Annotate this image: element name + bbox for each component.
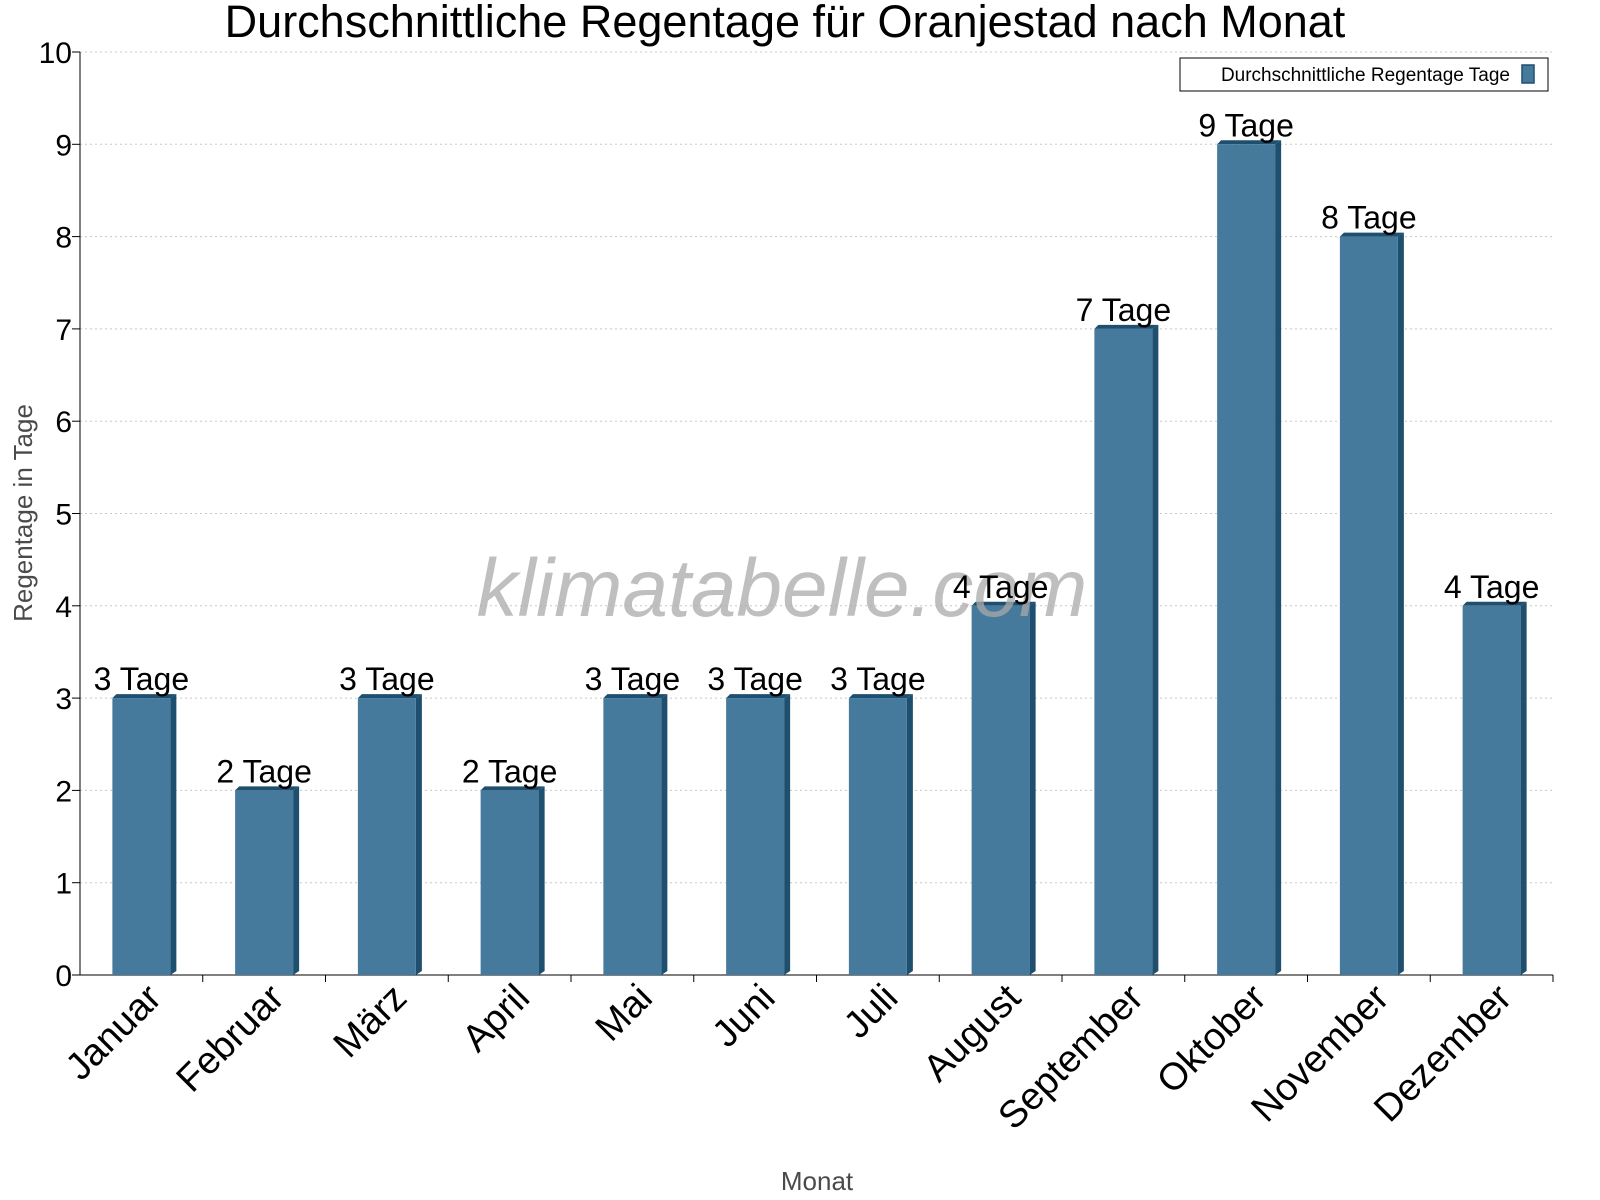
bar-top <box>235 786 300 791</box>
bar-top <box>848 694 913 699</box>
bar-oktober <box>1217 140 1282 976</box>
bar <box>235 790 294 975</box>
bar-januar <box>112 694 177 975</box>
bar-side <box>1397 232 1404 976</box>
x-tick-label: Juli <box>836 977 906 1047</box>
data-label: 9 Tage <box>1198 107 1294 143</box>
y-tick-label: 3 <box>55 683 72 716</box>
data-label: 4 Tage <box>953 569 1049 605</box>
legend: Durchschnittliche Regentage Tage <box>1179 57 1549 92</box>
bar-side <box>784 694 791 975</box>
bar-mai <box>603 694 668 975</box>
bar-top <box>1339 232 1404 237</box>
x-tick-label: Juni <box>704 977 783 1056</box>
y-tick-label: 7 <box>55 314 72 347</box>
bar-top <box>603 694 668 699</box>
data-label: 3 Tage <box>707 661 803 697</box>
bar <box>1217 144 1276 976</box>
bar <box>1462 605 1521 975</box>
bar <box>1094 328 1153 975</box>
data-label: 3 Tage <box>94 661 190 697</box>
bar-top <box>1217 140 1282 145</box>
bar-top <box>112 694 177 699</box>
x-tick-label: März <box>326 977 415 1066</box>
bar-side <box>906 694 913 975</box>
y-axis-title: Regentage in Tage <box>8 404 38 622</box>
x-tick-label: Februar <box>169 976 293 1100</box>
x-tick-label: April <box>455 977 538 1060</box>
bar <box>112 698 171 975</box>
data-label: 7 Tage <box>1076 292 1172 328</box>
y-tick-label: 1 <box>55 868 72 901</box>
bar-top <box>357 694 422 699</box>
watermark-text: klimatabelle.com <box>477 543 1088 634</box>
bar-dezember <box>1462 601 1527 975</box>
bars <box>112 140 1527 976</box>
bar <box>971 605 1030 975</box>
bar-april <box>480 786 545 975</box>
bar-side <box>538 786 545 975</box>
x-tick-label: Januar <box>58 976 170 1088</box>
bar-top <box>1094 324 1159 329</box>
bar <box>357 698 416 975</box>
bar-märz <box>357 694 422 975</box>
bar <box>848 698 907 975</box>
bar-side <box>1520 601 1527 975</box>
bar-side <box>1029 601 1036 975</box>
bar <box>726 698 785 975</box>
data-label: 3 Tage <box>339 661 435 697</box>
bar-top <box>971 601 1036 606</box>
y-tick-label: 10 <box>39 37 72 70</box>
bar-top <box>480 786 545 791</box>
bar-side <box>293 786 300 975</box>
x-tick-label: August <box>916 976 1030 1090</box>
data-label: 4 Tage <box>1444 569 1540 605</box>
bar <box>1339 236 1398 976</box>
x-tick-label: Oktober <box>1149 976 1275 1102</box>
legend-swatch <box>1521 64 1535 84</box>
bar-juli <box>848 694 913 975</box>
x-axis-title: Monat <box>781 1166 854 1196</box>
chart-title: Durchschnittliche Regentage für Oranjest… <box>225 0 1346 47</box>
bar-februar <box>235 786 300 975</box>
data-label: 3 Tage <box>830 661 926 697</box>
data-label: 8 Tage <box>1321 200 1417 236</box>
bar-november <box>1339 232 1404 976</box>
y-tick-label: 6 <box>55 406 72 439</box>
bar <box>480 790 539 975</box>
bar-side <box>661 694 668 975</box>
y-tick-label: 9 <box>55 129 72 162</box>
bar-side <box>415 694 422 975</box>
bar-side <box>1275 140 1282 976</box>
bar-august <box>971 601 1036 975</box>
bar <box>603 698 662 975</box>
bar-juni <box>726 694 791 975</box>
x-tick-label: Mai <box>588 977 661 1050</box>
bar-side <box>1152 324 1159 975</box>
bar-top <box>726 694 791 699</box>
y-tick-label: 4 <box>55 591 72 624</box>
data-label: 2 Tage <box>462 753 558 789</box>
grid-lines <box>80 51 1553 884</box>
bar-september <box>1094 324 1159 975</box>
data-labels: 3 Tage 2 Tage 3 Tage 2 Tage 3 Tage 3 Tage 3 Ta… <box>94 107 1540 789</box>
bar-side <box>170 694 177 975</box>
y-tick-label: 8 <box>55 222 72 255</box>
y-tick-labels: 0 1 2 3 4 5 6 7 8 9 10 <box>39 37 72 993</box>
y-tick-label: 2 <box>55 775 72 808</box>
y-tick-label: 0 <box>55 960 72 993</box>
bar-top <box>1462 601 1527 606</box>
legend-label: Durchschnittliche Regentage Tage <box>1221 65 1510 86</box>
y-tick-label: 5 <box>55 499 72 532</box>
axes <box>72 51 1554 982</box>
legend-box <box>1179 57 1549 92</box>
data-label: 3 Tage <box>585 661 681 697</box>
data-label: 2 Tage <box>216 753 312 789</box>
